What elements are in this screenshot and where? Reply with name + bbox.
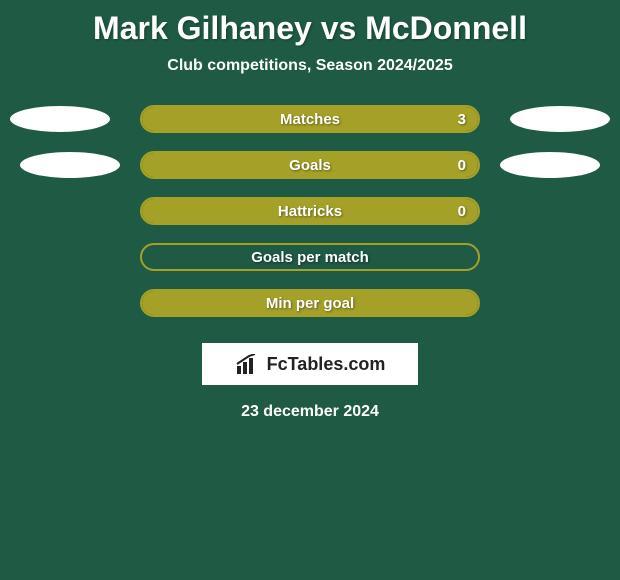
footer-date: 23 december 2024: [241, 403, 379, 421]
stat-row: Matches 3: [0, 105, 620, 133]
stat-bar: Matches 3: [140, 105, 480, 133]
stat-bar: Goals 0: [140, 151, 480, 179]
player-ellipse-right: [500, 152, 600, 178]
stat-row: Hattricks 0: [0, 197, 620, 225]
stat-row: Goals 0: [0, 151, 620, 179]
player-ellipse-right: [510, 106, 610, 132]
stat-label: Goals per match: [251, 249, 369, 266]
stat-value: 3: [458, 111, 466, 128]
stat-bar: Goals per match: [140, 243, 480, 271]
stat-bar: Hattricks 0: [140, 197, 480, 225]
stats-block: Matches 3 Goals 0 Hattricks 0 Goals per match M…: [0, 105, 620, 335]
stat-row: Goals per match: [0, 243, 620, 271]
stat-label: Min per goal: [266, 295, 354, 312]
chart-icon: [235, 354, 261, 374]
player-ellipse-left: [10, 106, 110, 132]
logo-text: FcTables.com: [267, 354, 386, 375]
stat-value: 0: [458, 203, 466, 220]
page-subtitle: Club competitions, Season 2024/2025: [167, 57, 452, 75]
stat-label: Goals: [289, 157, 331, 174]
stat-bar: Min per goal: [140, 289, 480, 317]
stat-value: 0: [458, 157, 466, 174]
page-title: Mark Gilhaney vs McDonnell: [93, 10, 527, 47]
stat-row: Min per goal: [0, 289, 620, 317]
stat-label: Matches: [280, 111, 340, 128]
main-container: Mark Gilhaney vs McDonnell Club competit…: [0, 0, 620, 421]
player-ellipse-left: [20, 152, 120, 178]
stat-label: Hattricks: [278, 203, 342, 220]
logo-box: FcTables.com: [202, 343, 418, 385]
